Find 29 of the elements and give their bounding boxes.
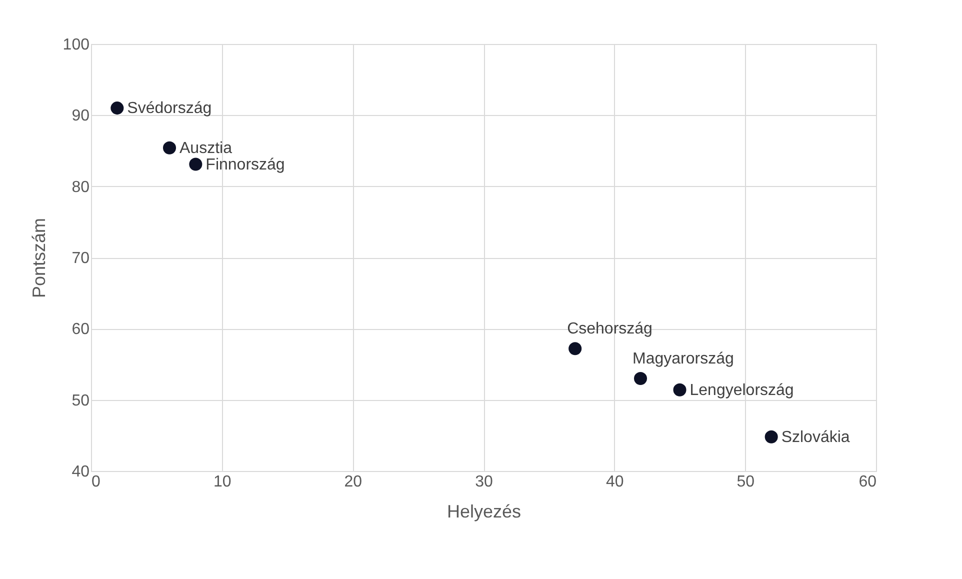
x-tick-label: 0 [92, 474, 100, 490]
annotation: Lengyelország [690, 382, 794, 399]
annotation: Szlovákia [781, 428, 850, 446]
point [673, 383, 686, 396]
y-axis-title: Pontszám [28, 218, 49, 298]
point [162, 141, 176, 154]
x-tick-label: 60 [858, 474, 877, 490]
point [189, 158, 202, 171]
y-tick-label: 80 [72, 178, 90, 196]
y-tick-label: 60 [72, 321, 90, 338]
annotation: Csehország [567, 320, 652, 338]
x-tick-label: 40 [606, 474, 624, 490]
y-tick-label: 70 [72, 250, 90, 267]
annotation: Magyarország [632, 350, 734, 368]
x-axis-title: Helyezés [446, 502, 522, 522]
x-tick-label: 10 [213, 474, 232, 490]
annotation: Finnország [206, 156, 285, 174]
x-tick-label: 20 [344, 474, 362, 490]
y-tick-label: 50 [72, 392, 90, 410]
annotation: Svédország [127, 100, 212, 118]
y-tick-label: 100 [62, 36, 90, 54]
point [568, 342, 582, 356]
point [764, 430, 778, 444]
x-tick-label: 50 [736, 474, 755, 490]
annotation: Ausztia [180, 140, 232, 157]
point [634, 372, 648, 385]
point [110, 102, 124, 115]
y-tick-label: 90 [72, 108, 90, 125]
x-tick-label: 30 [475, 474, 493, 490]
